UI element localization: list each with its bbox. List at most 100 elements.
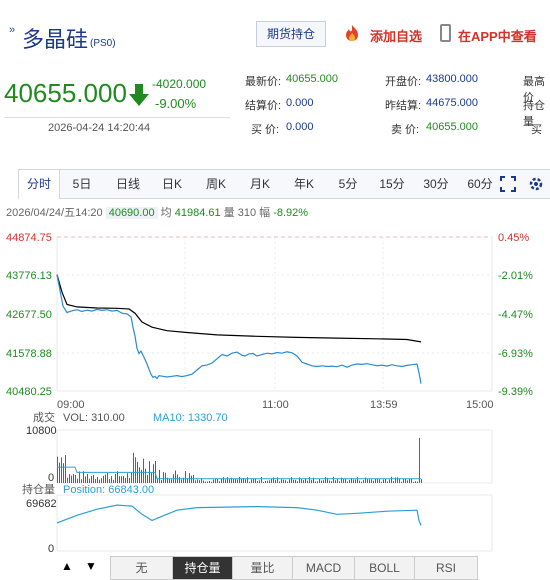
volume-bar [81,479,82,483]
tab-15min[interactable]: 15分 [379,177,405,191]
pct-axis-label: 0.45% [498,232,529,244]
tab-monthly-k[interactable]: 月K [249,177,270,191]
tab-5day[interactable]: 5日 [72,177,92,191]
tab-position[interactable]: 持仓量 [173,557,233,579]
tab-intraday[interactable]: 分时 [18,170,60,199]
page-title: 多晶硅 [22,27,89,52]
volume-bar [107,473,108,483]
fire-icon[interactable] [342,24,362,42]
volume-bar [295,479,296,483]
tab-macd[interactable]: MACD [293,557,355,579]
tab-daily-k[interactable]: 日K [161,177,182,191]
volume-bars [57,437,422,483]
bid-label: 买 价: [251,124,280,136]
tab-5min[interactable]: 5分 [338,177,358,191]
volume-bar [109,479,110,483]
volume-bar [359,480,360,483]
volume-bar [323,480,324,483]
volume-bar [219,481,220,483]
volume-bar [313,477,314,483]
volume-bar [227,477,228,483]
volume-bar [135,457,136,483]
intraday-chart[interactable]: 44874.75 43776.13 42677.50 41578.88 4048… [0,225,550,555]
tab-weekly-k[interactable]: 周K [205,177,226,191]
price-change-pct: -9.00% [155,96,197,111]
title-arrow-icon: » [9,24,16,36]
volume-bar [361,481,362,483]
volume-bar [89,478,90,483]
volume-bar [59,462,60,483]
ask-value: 40655.000 [426,121,478,133]
tab-daily-line[interactable]: 日线 [115,177,140,191]
view-in-app-link[interactable]: 在APP中查看 [458,29,537,44]
open-interest-label: 持仓量 [523,100,545,128]
tab-30min[interactable]: 30分 [423,177,449,191]
volume-bar [369,479,370,483]
next-triangle-icon[interactable]: ▼ [85,559,97,573]
volume-bar [299,477,300,483]
volume-bar [253,478,254,483]
tab-boll[interactable]: BOLL [355,557,415,579]
volume-bar [379,479,380,483]
volume-bar [85,476,86,483]
volume-bar [67,477,68,483]
volume-bar [179,477,180,483]
volume-bar [101,478,102,483]
info-vol-label: 量 [223,207,235,219]
volume-bar [333,476,334,483]
tab-60min[interactable]: 60分 [467,177,493,191]
volume-bar [381,481,382,483]
volume-bar [317,481,318,483]
volume-bar [121,476,122,483]
info-datetime: 2026/04/24/五14:20 [6,207,103,219]
volume-bar [181,479,182,483]
tab-volume-ratio[interactable]: 量比 [233,557,293,579]
volume-bar [413,481,414,483]
volume-bar [281,479,282,483]
position-max: 69682 [26,498,57,510]
volume-bar [97,477,98,483]
volume-bar [91,476,92,483]
add-favorite-link[interactable]: 添加自选 [370,29,423,44]
tab-yearly-k[interactable]: 年K [293,177,314,191]
tab-none[interactable]: 无 [111,557,173,579]
volume-bar [397,477,398,483]
volume-bar [261,476,262,483]
volume-bar [363,480,364,483]
tab-rsi[interactable]: RSI [435,561,456,575]
indicator-tabs: 无 持仓量 量比 MACD BOLL RSI [110,556,478,580]
fullscreen-icon[interactable] [500,176,516,192]
volume-bar [419,437,420,483]
volume-bar [77,478,78,483]
volume-bar [311,479,312,483]
settings-icon[interactable] [528,176,544,192]
volume-bar [237,479,238,483]
volume-bar [73,473,74,483]
volume-bar [99,479,100,483]
volume-bar [277,477,278,483]
volume-bar [117,471,118,483]
volume-bar [221,478,222,483]
volume-bar [171,479,172,483]
volume-bar [225,479,226,483]
volume-bar [183,477,184,483]
volume-bar [115,473,116,483]
bid-value: 0.000 [286,121,314,133]
volume-bar [391,476,392,483]
volume-min: 0 [48,472,54,484]
volume-bar [167,477,168,483]
prev-triangle-icon[interactable]: ▲ [61,559,73,573]
volume-bar [175,470,176,483]
volume-bar [69,474,70,483]
price-axis-label: 42677.50 [6,309,52,321]
volume-bar [405,478,406,483]
position-label: 持仓量 [22,482,55,496]
futures-position-button[interactable]: 期货持仓 [256,21,326,47]
time-axis-label: 13:59 [370,399,398,411]
volume-bar [335,480,336,483]
volume-bar [339,481,340,483]
volume-bar [199,480,200,483]
phone-icon[interactable] [440,24,451,42]
volume-bar [293,479,294,483]
volume-bar [399,478,400,483]
